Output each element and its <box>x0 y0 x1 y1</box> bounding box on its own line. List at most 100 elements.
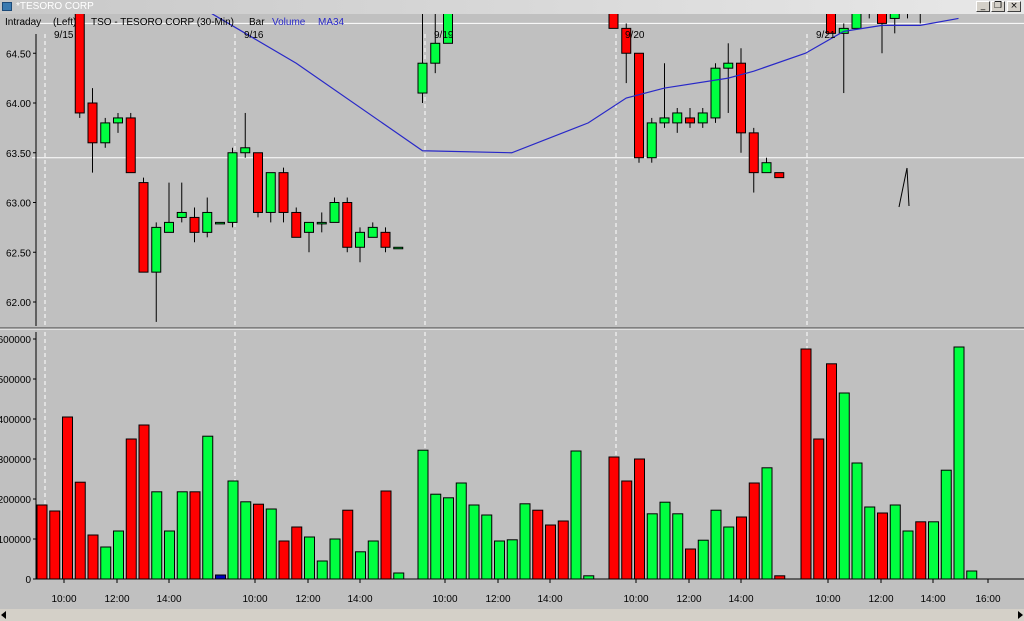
volume-bar[interactable] <box>151 491 163 580</box>
volume-bar[interactable] <box>877 512 888 580</box>
volume-bar[interactable] <box>966 570 978 580</box>
volume-bar[interactable] <box>838 392 850 580</box>
volume-bar[interactable] <box>455 482 467 580</box>
candle-body[interactable] <box>710 67 721 119</box>
restore-button[interactable]: ❐ <box>991 1 1005 12</box>
volume-bar[interactable] <box>265 508 277 580</box>
volume-bar[interactable] <box>608 456 620 580</box>
volume-bar[interactable] <box>380 490 392 580</box>
candle-body[interactable] <box>304 221 314 233</box>
candle-body[interactable] <box>443 14 453 44</box>
volume-bar[interactable] <box>329 538 341 580</box>
volume-bar[interactable] <box>393 572 405 580</box>
candle-body[interactable] <box>151 226 162 273</box>
volume-bar[interactable] <box>545 524 556 580</box>
candle-body[interactable] <box>278 172 289 213</box>
volume-bar[interactable] <box>227 480 239 580</box>
candle-body[interactable] <box>329 202 340 223</box>
ma34-line[interactable] <box>42 14 959 154</box>
volume-bar[interactable] <box>278 540 290 580</box>
candle-body[interactable] <box>697 112 708 124</box>
candle-body[interactable] <box>342 202 353 248</box>
candle-body[interactable] <box>634 52 644 159</box>
volume-bar[interactable] <box>813 438 825 580</box>
volume-bar[interactable] <box>176 491 188 580</box>
volume-bar[interactable] <box>304 536 315 580</box>
candle-body[interactable] <box>417 62 428 94</box>
volume-bar[interactable] <box>621 480 633 580</box>
candle-body[interactable] <box>393 246 404 250</box>
candle-body[interactable] <box>189 216 200 233</box>
candle-body[interactable] <box>100 122 111 144</box>
volume-bar[interactable] <box>646 513 658 580</box>
volume-bar[interactable] <box>736 516 747 580</box>
candle-body[interactable] <box>240 147 251 154</box>
volume-bar[interactable] <box>430 493 442 580</box>
volume-bar[interactable] <box>164 530 175 580</box>
volume-bar[interactable] <box>506 539 518 580</box>
candle-body[interactable] <box>608 14 619 29</box>
candle-body[interactable] <box>621 27 632 54</box>
volume-bar[interactable] <box>940 469 952 580</box>
candle-body[interactable] <box>125 117 136 174</box>
candle-body[interactable] <box>646 122 657 159</box>
scroll-right-icon[interactable] <box>1018 611 1023 619</box>
volume-bar[interactable] <box>672 513 684 580</box>
volume-bar[interactable] <box>953 346 965 580</box>
volume-bar[interactable] <box>240 501 252 580</box>
volume-bar[interactable] <box>889 504 901 580</box>
volume-bar[interactable] <box>915 521 927 580</box>
volume-bar[interactable] <box>74 481 86 580</box>
volume-bar[interactable] <box>826 363 837 580</box>
minimize-button[interactable]: _ <box>976 1 990 12</box>
candle-body[interactable] <box>851 14 862 29</box>
volume-bar[interactable] <box>532 509 544 580</box>
candle-body[interactable] <box>672 112 683 124</box>
candle-body[interactable] <box>877 14 887 24</box>
volume-bar[interactable] <box>113 530 124 580</box>
scroll-left-icon[interactable] <box>1 611 6 619</box>
candle-body[interactable] <box>685 117 695 124</box>
candle-body[interactable] <box>316 221 327 225</box>
candle-body[interactable] <box>723 62 734 69</box>
stock-chart[interactable]: 9/15 9/16 9/19 9/20 9/21 62.00 62.50 63.00 63.50… <box>0 14 1024 621</box>
volume-bar[interactable] <box>685 548 696 580</box>
volume-bar[interactable] <box>189 491 201 580</box>
volume-bar[interactable] <box>851 462 863 580</box>
volume-bar[interactable] <box>710 509 722 580</box>
candle-body[interactable] <box>774 172 785 179</box>
candle-body[interactable] <box>291 211 302 238</box>
volume-bar[interactable] <box>864 506 876 580</box>
volume-bar[interactable] <box>367 540 379 580</box>
candle-body[interactable] <box>748 132 759 174</box>
candle-body[interactable] <box>176 211 187 218</box>
volume-bar[interactable] <box>519 503 531 580</box>
volume-bar[interactable] <box>417 449 429 580</box>
volume-bar[interactable] <box>253 503 264 580</box>
candle-body[interactable] <box>138 182 149 273</box>
volume-bar[interactable] <box>49 510 61 580</box>
volume-bar[interactable] <box>761 467 773 580</box>
candle-body[interactable] <box>826 14 836 34</box>
volume-bar[interactable] <box>100 546 112 580</box>
candle-body[interactable] <box>202 211 213 233</box>
volume-bar[interactable] <box>928 521 939 580</box>
candle-body[interactable] <box>253 152 263 213</box>
drawing-tool-line[interactable] <box>906 167 910 207</box>
volume-bar[interactable] <box>202 435 214 580</box>
volume-bar[interactable] <box>87 534 99 580</box>
volume-bar[interactable] <box>570 450 582 580</box>
volume-bar[interactable] <box>902 530 914 580</box>
volume-bar[interactable] <box>494 540 505 580</box>
candle-body[interactable] <box>74 14 85 114</box>
volume-bar[interactable] <box>342 509 354 580</box>
volume-bar[interactable] <box>215 574 226 580</box>
volume-bar[interactable] <box>557 520 569 580</box>
volume-bar[interactable] <box>291 526 303 580</box>
volume-bar[interactable] <box>468 504 480 580</box>
candle-body[interactable] <box>367 226 378 238</box>
candle-body[interactable] <box>355 231 365 248</box>
candle-body[interactable] <box>164 221 174 233</box>
volume-bar[interactable] <box>316 560 328 580</box>
drawing-tool-line[interactable] <box>898 167 908 208</box>
